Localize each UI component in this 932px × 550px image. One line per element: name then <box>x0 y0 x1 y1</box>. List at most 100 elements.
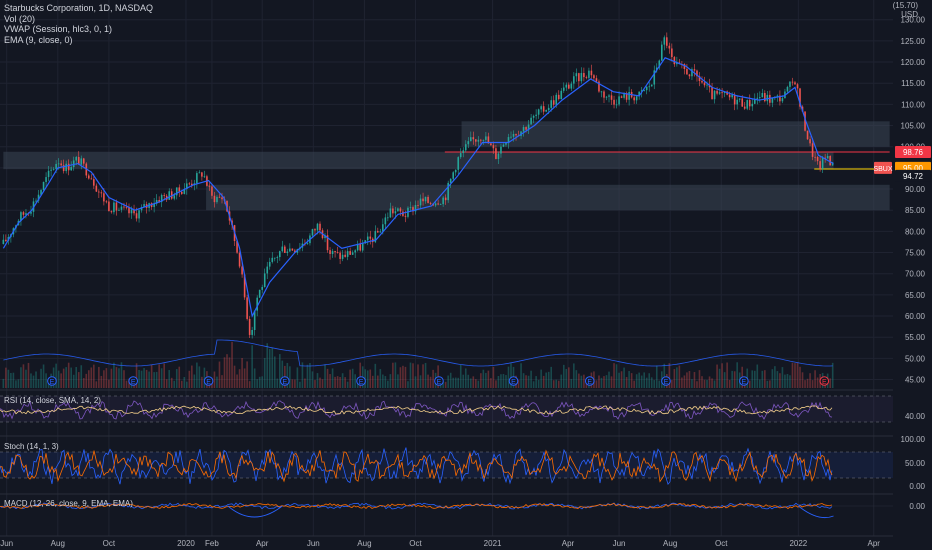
candle-body <box>510 136 512 138</box>
volume-bar <box>462 374 465 388</box>
candle-body <box>294 250 296 253</box>
currency-label: (15.70) USD <box>893 1 918 19</box>
candle-body <box>731 94 733 98</box>
candle-body <box>557 94 560 100</box>
candle-body <box>105 201 108 203</box>
ema-indicator-label[interactable]: EMA (9, close, 0) <box>4 34 73 45</box>
volume-bar <box>2 378 5 388</box>
volume-bar <box>226 354 228 388</box>
volume-bar <box>683 375 686 388</box>
volume-bar <box>193 374 196 388</box>
volume-bar <box>67 362 70 388</box>
candle-body <box>52 168 55 170</box>
volume-bar <box>605 375 608 388</box>
volume-bar <box>87 370 90 388</box>
volume-bar <box>349 369 351 388</box>
volume-bar <box>65 367 67 388</box>
candle-body <box>718 92 721 94</box>
macd-pane-label[interactable]: MACD (12, 26, close, 9, EMA, EMA) <box>4 499 133 508</box>
volume-bar <box>580 375 583 388</box>
volume-bar <box>377 375 379 388</box>
volume-bar <box>751 370 754 388</box>
volume-bar <box>98 366 100 388</box>
candle-body <box>600 91 603 93</box>
price-axis[interactable]: 130.00 125.00 120.00 115.00 110.00 105.00 100.… <box>873 0 932 550</box>
volume-bar <box>645 377 648 388</box>
candle-body <box>706 84 708 86</box>
volume-bar <box>671 379 673 388</box>
volume-bar <box>321 379 324 388</box>
candle-body <box>515 134 517 136</box>
candle-body <box>208 185 211 187</box>
earnings-marker <box>434 376 444 386</box>
currency-unit: USD <box>901 10 918 19</box>
volume-bar <box>454 377 457 388</box>
candle-body <box>324 235 326 239</box>
candle-body <box>663 37 666 45</box>
candle-body <box>542 106 545 112</box>
candle-body <box>266 266 269 274</box>
rsi-ma-line <box>0 405 833 415</box>
volume-bar <box>366 370 369 388</box>
volume-bar <box>42 364 45 388</box>
volume-bar <box>286 362 289 388</box>
volume-bar <box>309 362 311 388</box>
candle-body <box>743 106 746 109</box>
candle-body <box>603 91 605 98</box>
candle-body <box>158 200 160 203</box>
ema-series-line <box>2 57 834 318</box>
chart-title[interactable]: Starbucks Corporation, 1D, NASDAQ <box>4 3 154 13</box>
earnings-marker <box>128 376 138 386</box>
volume-bar <box>138 369 140 388</box>
candle-body <box>693 69 696 71</box>
volume-bar <box>30 373 32 388</box>
candle-body <box>761 93 764 98</box>
candle-body <box>253 310 256 330</box>
price-tick-label: 90.00 <box>905 185 926 194</box>
stoch-pane-label[interactable]: Stoch (14, 1, 3) <box>4 442 59 451</box>
candle-body <box>20 212 22 221</box>
ticker-tag-bg <box>874 161 892 174</box>
volume-bar <box>540 369 542 388</box>
candle-body <box>618 96 620 105</box>
candle-body <box>552 100 555 105</box>
candle-body <box>452 172 455 179</box>
candle-body <box>429 202 432 204</box>
price-tick-label: 55.00 <box>905 333 926 342</box>
volume-bar <box>402 365 404 388</box>
volume-bar <box>716 364 718 388</box>
candle-body <box>392 208 394 214</box>
volume-bar <box>392 362 394 388</box>
candle-body <box>316 223 319 231</box>
volume-bar <box>464 368 467 388</box>
rsi-pane-label[interactable]: RSI (14, close, SMA, 14, 2) <box>4 396 101 405</box>
volume-bar <box>384 376 387 388</box>
candle-body <box>643 90 645 91</box>
volume-bar <box>165 379 168 388</box>
volume-bar <box>429 376 432 388</box>
volume-bar <box>552 380 555 388</box>
volume-bar <box>442 381 444 388</box>
vwap-indicator-label[interactable]: VWAP (Session, hlc3, 0, 1) <box>4 24 113 34</box>
candle-body <box>186 183 188 189</box>
candle-body <box>62 165 65 172</box>
candle-body <box>213 195 216 203</box>
candle-body <box>741 98 744 107</box>
earnings-marker <box>356 376 366 386</box>
candle-body <box>748 100 751 107</box>
candle-body <box>691 69 693 77</box>
candle-body <box>178 187 181 192</box>
candle-body <box>764 93 766 102</box>
candle-body <box>356 244 359 251</box>
volume-bar <box>708 376 711 388</box>
volume-indicator-label[interactable]: Vol (20) <box>4 13 36 24</box>
volume-bar <box>273 356 276 388</box>
candle-body <box>668 45 671 49</box>
volume-bar <box>163 363 165 388</box>
time-axis[interactable]: Jun Aug Oct 2020 Feb Apr Jun Aug Oct 2021 Apr Jun Au… <box>0 539 880 548</box>
candle-body <box>829 155 831 166</box>
volume-bar <box>603 376 605 388</box>
volume-bar <box>560 374 563 388</box>
